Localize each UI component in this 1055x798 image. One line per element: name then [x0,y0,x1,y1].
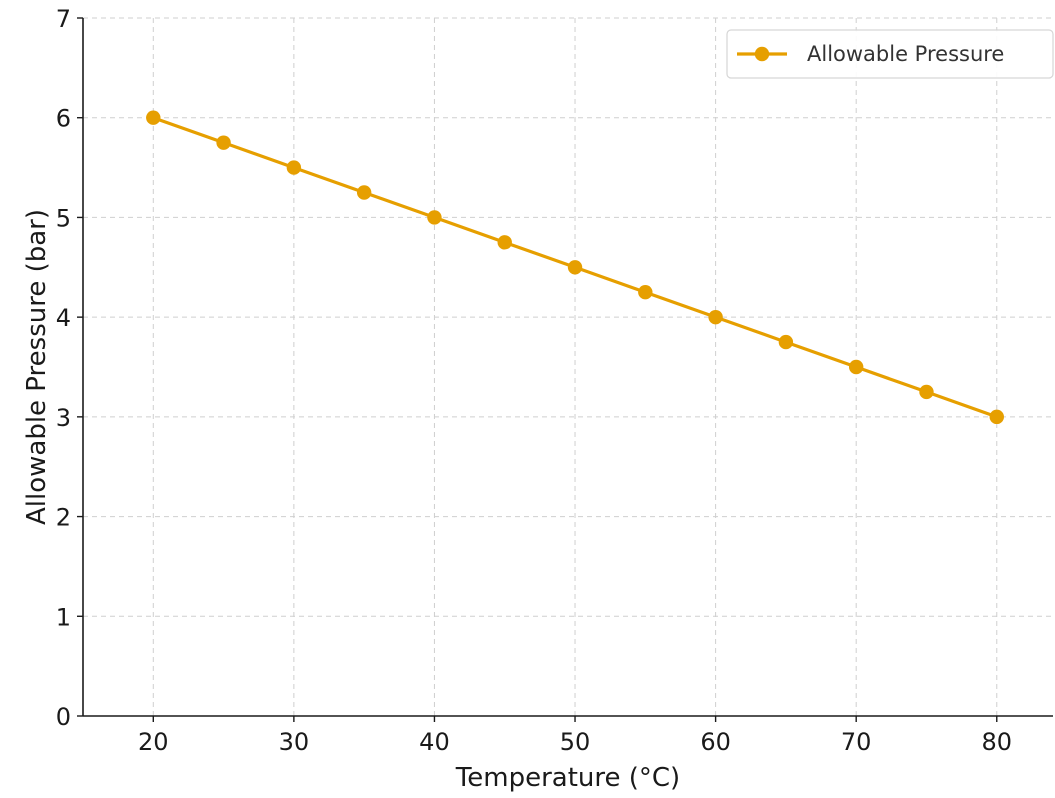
series-layer [146,110,1004,425]
data-point [216,135,231,150]
data-point [146,110,161,125]
x-tick-label: 20 [138,728,169,756]
legend: Allowable Pressure [726,29,1054,79]
data-point [427,210,442,225]
data-point [989,409,1004,425]
x-tick-label: 30 [279,728,310,756]
x-tick-label: 80 [981,728,1012,756]
data-point [638,285,653,300]
grid [83,17,1053,716]
axes: 20 30 40 50 60 70 80 0 1 2 3 4 5 6 7 [56,5,1053,756]
data-point [778,334,794,350]
x-tick-label: 70 [841,728,872,756]
data-point [356,185,372,200]
y-tick-label: 1 [56,603,71,631]
x-axis-title: Temperature (°C) [455,763,680,793]
data-point [286,160,302,175]
legend-box [726,29,1054,79]
y-tick-label: 5 [56,204,71,232]
data-point [919,384,934,400]
y-tick-label: 7 [56,5,71,33]
data-point [848,359,864,375]
x-tick-label: 60 [700,728,731,756]
y-tick-label: 6 [56,105,71,133]
data-point [567,260,583,275]
y-tick-label: 4 [56,304,71,332]
legend-label: Allowable Pressure [807,42,1004,66]
y-tick-label: 3 [56,404,71,432]
x-tick-label: 40 [419,728,450,756]
data-point [708,309,723,325]
legend-marker [754,46,770,62]
y-tick-label: 2 [56,504,71,532]
data-point [497,235,512,250]
x-tick-label: 50 [560,728,591,756]
y-tick-label: 0 [56,703,71,731]
y-axis-title: Allowable Pressure (bar) [22,209,52,525]
